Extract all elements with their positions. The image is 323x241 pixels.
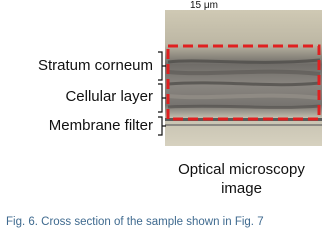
layer-label: Membrane filter (48, 117, 153, 134)
scale-label: 15 μm (190, 0, 218, 11)
figure-caption: Fig. 6. Cross section of the sample show… (6, 216, 264, 228)
image-caption: Optical microscopy (178, 161, 305, 178)
braces (158, 51, 166, 136)
layer-label: Stratum corneum (37, 57, 153, 74)
layer-label: Cellular layer (65, 88, 153, 105)
microscopy-image (165, 10, 322, 146)
image-caption: image (221, 180, 262, 197)
